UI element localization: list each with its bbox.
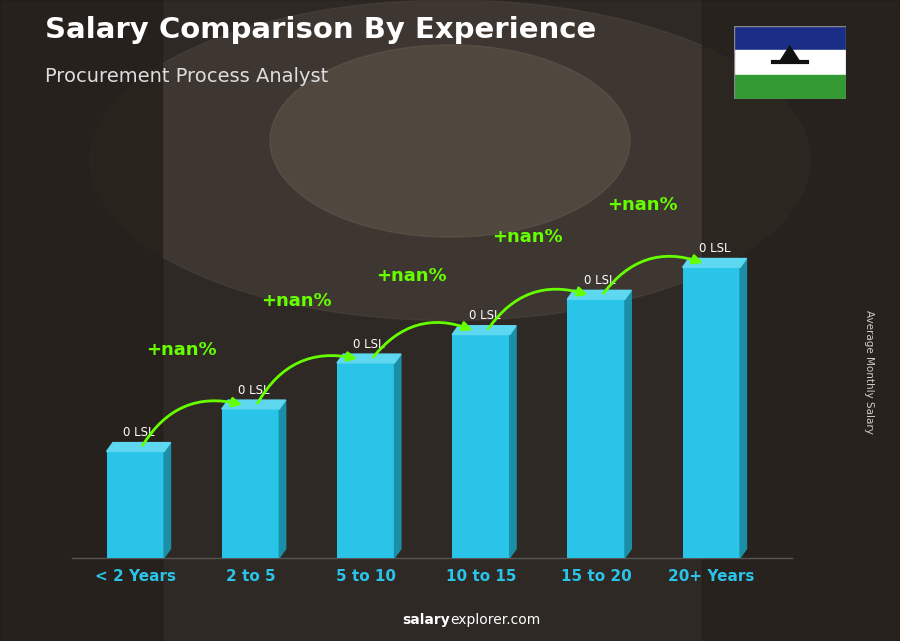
Text: +nan%: +nan% — [607, 196, 678, 214]
Polygon shape — [509, 326, 516, 558]
Text: 0 LSL: 0 LSL — [584, 274, 616, 287]
Text: 0 LSL: 0 LSL — [699, 242, 731, 255]
Text: +nan%: +nan% — [376, 267, 447, 285]
Text: Salary Comparison By Experience: Salary Comparison By Experience — [45, 16, 596, 44]
Text: Procurement Process Analyst: Procurement Process Analyst — [45, 67, 328, 87]
Polygon shape — [394, 354, 400, 558]
Bar — [0, 0, 162, 641]
Polygon shape — [682, 258, 746, 267]
Ellipse shape — [90, 0, 810, 320]
Polygon shape — [452, 326, 516, 335]
Polygon shape — [567, 290, 631, 299]
Polygon shape — [740, 258, 746, 558]
Bar — [702, 0, 900, 641]
Polygon shape — [279, 400, 285, 558]
Text: +nan%: +nan% — [491, 228, 562, 246]
Polygon shape — [106, 442, 170, 451]
Bar — [734, 75, 846, 99]
Polygon shape — [221, 400, 285, 409]
Polygon shape — [625, 290, 631, 558]
Bar — [221, 409, 279, 558]
Text: +nan%: +nan% — [146, 342, 217, 360]
Text: explorer.com: explorer.com — [450, 613, 540, 627]
Polygon shape — [775, 46, 805, 62]
Ellipse shape — [270, 45, 630, 237]
Polygon shape — [164, 442, 170, 558]
Bar — [734, 26, 846, 50]
Text: 0 LSL: 0 LSL — [238, 383, 270, 397]
Bar — [106, 451, 164, 558]
Text: Average Monthly Salary: Average Monthly Salary — [863, 310, 874, 434]
Text: 0 LSL: 0 LSL — [123, 426, 155, 439]
Bar — [452, 335, 509, 558]
Text: salary: salary — [402, 613, 450, 627]
Bar — [337, 363, 394, 558]
Text: 0 LSL: 0 LSL — [354, 338, 385, 351]
Text: +nan%: +nan% — [261, 292, 332, 310]
Polygon shape — [337, 354, 400, 363]
Bar — [734, 50, 846, 75]
Bar — [682, 267, 740, 558]
Bar — [567, 299, 625, 558]
Text: 0 LSL: 0 LSL — [469, 309, 500, 322]
